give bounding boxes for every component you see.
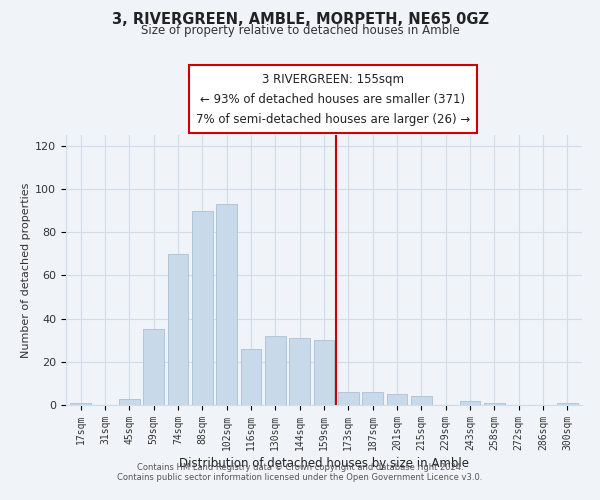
Bar xyxy=(362,392,383,405)
Bar xyxy=(119,398,140,405)
Bar xyxy=(484,403,505,405)
Bar xyxy=(557,403,578,405)
Bar xyxy=(460,400,481,405)
Bar xyxy=(314,340,334,405)
Text: Contains HM Land Registry data © Crown copyright and database right 2024.: Contains HM Land Registry data © Crown c… xyxy=(137,464,463,472)
Text: Contains public sector information licensed under the Open Government Licence v3: Contains public sector information licen… xyxy=(118,474,482,482)
Bar xyxy=(216,204,237,405)
Y-axis label: Number of detached properties: Number of detached properties xyxy=(21,182,31,358)
Text: 3, RIVERGREEN, AMBLE, MORPETH, NE65 0GZ: 3, RIVERGREEN, AMBLE, MORPETH, NE65 0GZ xyxy=(112,12,488,28)
Bar xyxy=(143,330,164,405)
X-axis label: Distribution of detached houses by size in Amble: Distribution of detached houses by size … xyxy=(179,457,469,470)
Bar xyxy=(386,394,407,405)
Bar xyxy=(192,210,212,405)
Bar xyxy=(241,349,262,405)
Bar xyxy=(265,336,286,405)
Bar xyxy=(338,392,359,405)
Text: Size of property relative to detached houses in Amble: Size of property relative to detached ho… xyxy=(140,24,460,37)
Bar xyxy=(289,338,310,405)
Bar xyxy=(411,396,432,405)
Text: 3 RIVERGREEN: 155sqm
← 93% of detached houses are smaller (371)
7% of semi-detac: 3 RIVERGREEN: 155sqm ← 93% of detached h… xyxy=(196,72,470,126)
Bar xyxy=(167,254,188,405)
Bar xyxy=(70,403,91,405)
